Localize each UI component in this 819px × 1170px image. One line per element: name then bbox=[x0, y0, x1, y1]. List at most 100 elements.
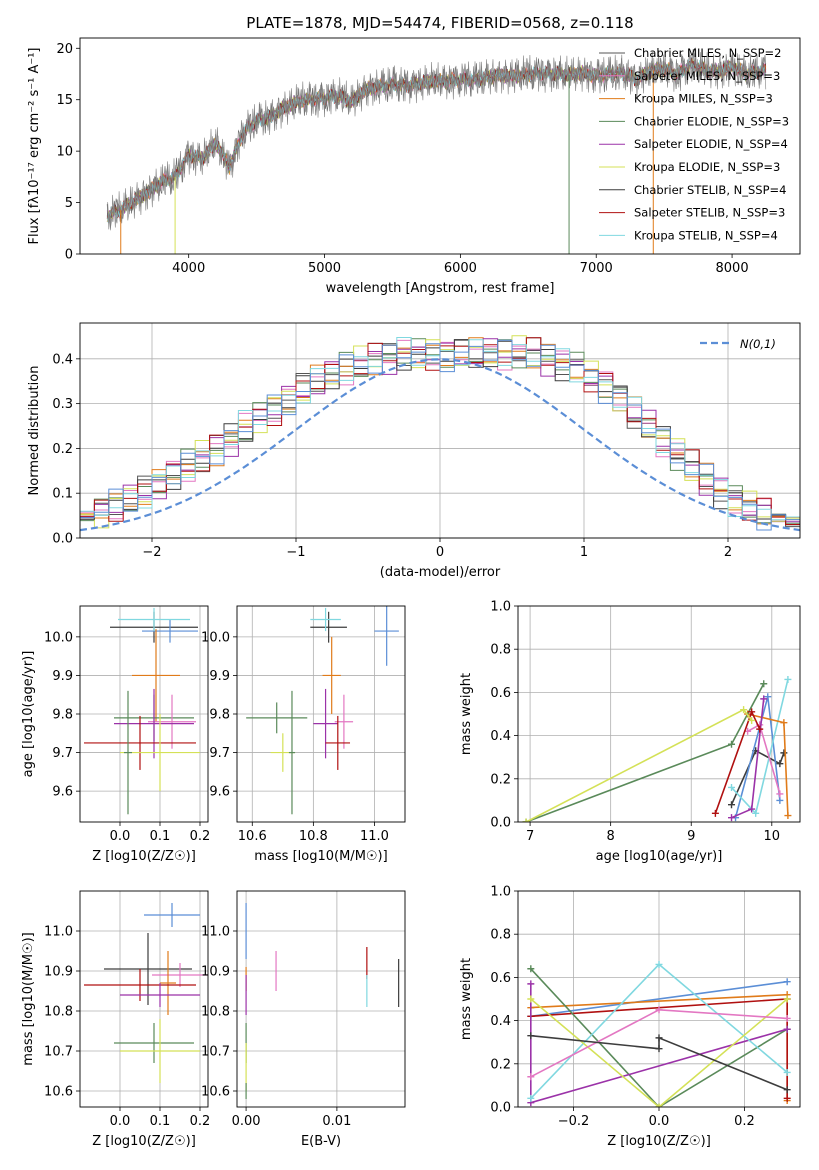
x-tick-label: 0.00 bbox=[232, 1114, 261, 1129]
legend-label: Kroupa STELIB, N_SSP=4 bbox=[634, 228, 778, 242]
y-tick-label: 1.0 bbox=[490, 885, 511, 900]
y-tick-label: 0.6 bbox=[490, 971, 511, 986]
y-tick-label: 0.0 bbox=[490, 816, 511, 831]
x-tick-label: 1 bbox=[580, 545, 588, 560]
legend-label: Salpeter ELODIE, N_SSP=4 bbox=[634, 137, 788, 151]
y-tick-label: 0.0 bbox=[52, 532, 73, 547]
weight-line bbox=[530, 998, 788, 1107]
y-tick-label: 9.9 bbox=[52, 669, 73, 684]
y-tick-label: 0.4 bbox=[52, 352, 73, 367]
plot-area-age-vs-mass bbox=[246, 606, 399, 815]
weight-marker bbox=[764, 693, 772, 701]
x-axis-label: Z [log10(Z/Z☉)] bbox=[607, 1134, 711, 1149]
y-tick-label: 9.9 bbox=[209, 669, 230, 684]
weight-marker bbox=[783, 978, 791, 986]
panel-mass-vs-ebv: 0.00 0.01 10.6 10.7 10.8 10.9 11.0 E(B-V) bbox=[201, 890, 406, 1149]
y-tick-label: 10.7 bbox=[44, 1045, 73, 1060]
y-axis-label: mass [log10(M/M☉)] bbox=[21, 932, 36, 1065]
x-axis-label: E(B-V) bbox=[301, 1134, 341, 1149]
histogram-step bbox=[80, 338, 800, 526]
weight-marker bbox=[783, 995, 791, 1003]
x-axis-label: Z [log10(Z/Z☉)] bbox=[92, 849, 196, 864]
x-axis-label: (data-model)/error bbox=[380, 565, 501, 580]
plot-area-spectrum bbox=[106, 47, 767, 254]
x-tick-label: 11.0 bbox=[360, 829, 389, 844]
legend-label: Chabrier STELIB, N_SSP=4 bbox=[634, 183, 786, 197]
weight-marker bbox=[760, 695, 768, 703]
weight-marker bbox=[760, 680, 768, 688]
y-tick-label: 10.9 bbox=[44, 965, 73, 980]
legend-label: N(0,1) bbox=[740, 337, 776, 351]
weight-marker bbox=[728, 740, 736, 748]
y-tick-label: 9.7 bbox=[52, 746, 73, 761]
x-tick-label: 0.1 bbox=[150, 1114, 171, 1129]
y-tick-label: 10.0 bbox=[201, 630, 230, 645]
gaussian-curve bbox=[80, 358, 800, 532]
axes-frame bbox=[517, 605, 801, 823]
weight-marker bbox=[784, 812, 792, 820]
x-tick-label: 2 bbox=[724, 545, 732, 560]
x-tick-label: 0.2 bbox=[190, 829, 211, 844]
x-tick-label: 5000 bbox=[308, 261, 341, 276]
legend-label: Chabrier ELODIE, N_SSP=3 bbox=[634, 114, 789, 128]
x-axis-label: age [log10(age/yr)] bbox=[596, 849, 723, 864]
weight-marker bbox=[527, 995, 535, 1003]
y-tick-label: 11.0 bbox=[201, 925, 230, 940]
weight-marker bbox=[783, 1094, 791, 1102]
y-tick-label: 9.6 bbox=[209, 785, 230, 800]
weight-marker bbox=[655, 1045, 663, 1053]
weight-marker bbox=[527, 965, 535, 973]
x-tick-label: 0 bbox=[436, 545, 444, 560]
y-tick-label: 20 bbox=[56, 42, 73, 57]
weight-marker bbox=[728, 783, 736, 791]
weight-marker bbox=[776, 760, 784, 768]
weight-marker bbox=[784, 675, 792, 683]
y-tick-label: 10.8 bbox=[201, 1005, 230, 1020]
y-tick-label: 11.0 bbox=[44, 925, 73, 940]
panel-age-vs-mass: 10.6 10.8 11.0 9.6 9.7 9.8 9.9 10.0 mass [log10(… bbox=[201, 605, 406, 864]
weight-marker bbox=[783, 1068, 791, 1076]
legend-label: Salpeter STELIB, N_SSP=3 bbox=[634, 206, 785, 220]
x-tick-label: −0.2 bbox=[558, 1114, 590, 1129]
weight-line bbox=[730, 749, 785, 806]
axes-frame bbox=[79, 37, 801, 255]
weight-marker bbox=[748, 716, 756, 724]
x-tick-label: 0.0 bbox=[649, 1114, 670, 1129]
weight-marker bbox=[728, 814, 736, 822]
panel-mass-vs-z: 0.0 0.1 0.2 10.6 10.7 10.8 10.9 11.0 Z [log10(Z/… bbox=[21, 890, 210, 1149]
panel-residuals: −2 −1 0 1 2 0.0 0.1 0.2 0.3 0.4 (data-model)/error… bbox=[27, 322, 801, 580]
weight-marker bbox=[752, 809, 760, 817]
spectrum-data-line bbox=[106, 47, 767, 231]
histogram-step bbox=[80, 335, 800, 529]
weight-line bbox=[530, 980, 788, 1018]
plot-area-residuals bbox=[80, 335, 800, 532]
x-tick-label: 8000 bbox=[716, 261, 749, 276]
y-tick-label: 0.2 bbox=[490, 1057, 511, 1072]
plot-area-weight-vs-z bbox=[527, 960, 791, 1107]
x-tick-label: 0.1 bbox=[150, 829, 171, 844]
weight-marker bbox=[780, 719, 788, 727]
y-tick-label: 9.7 bbox=[209, 746, 230, 761]
weight-marker bbox=[655, 960, 663, 968]
histogram-step bbox=[80, 338, 800, 524]
y-tick-label: 0.3 bbox=[52, 397, 73, 412]
y-tick-label: 0.8 bbox=[490, 643, 511, 658]
y-axis-label: mass weight bbox=[459, 673, 474, 755]
y-tick-label: 0.2 bbox=[52, 442, 73, 457]
x-tick-label: 8 bbox=[607, 829, 615, 844]
weight-marker bbox=[728, 801, 736, 809]
x-tick-label: 9 bbox=[687, 829, 695, 844]
plot-area-weight-vs-age bbox=[522, 675, 792, 822]
y-tick-label: 9.6 bbox=[52, 785, 73, 800]
axes-frame bbox=[79, 890, 209, 1108]
histogram-step bbox=[80, 339, 800, 531]
x-tick-label: 7 bbox=[526, 829, 534, 844]
y-tick-label: 10 bbox=[56, 145, 73, 160]
spectrum-model-line bbox=[106, 58, 767, 223]
x-axis-label: mass [log10(M/M☉)] bbox=[254, 849, 387, 864]
legend-label: Chabrier MILES, N_SSP=2 bbox=[634, 46, 781, 60]
y-tick-label: 10.9 bbox=[201, 965, 230, 980]
x-tick-label: 0.0 bbox=[110, 1114, 131, 1129]
weight-marker bbox=[776, 796, 784, 804]
